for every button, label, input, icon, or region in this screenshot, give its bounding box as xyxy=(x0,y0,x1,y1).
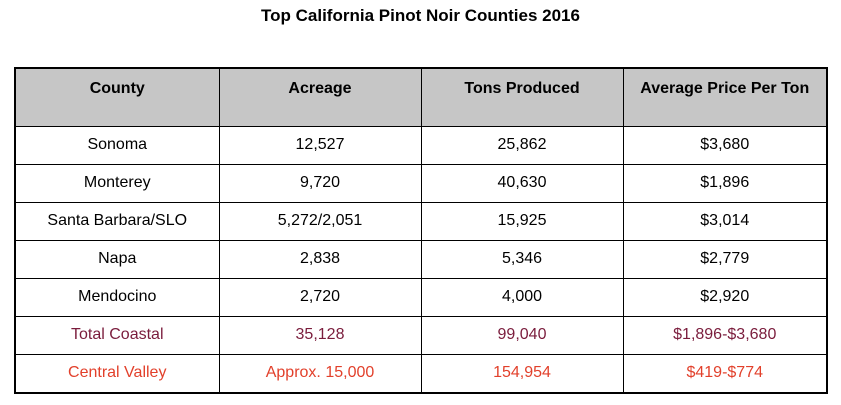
table-row: Santa Barbara/SLO 5,272/2,051 15,925 $3,014 xyxy=(14,201,828,241)
table-row: Monterey 9,720 40,630 $1,896 xyxy=(14,163,828,203)
table-cell: $419-$774 xyxy=(622,353,828,393)
table-cell: Total Coastal xyxy=(14,315,220,355)
table-cell: 5,346 xyxy=(420,239,624,279)
header-cell: County xyxy=(14,67,220,127)
table-cell: Central Valley xyxy=(14,353,220,393)
table-cell: 4,000 xyxy=(420,277,624,317)
table-cell: Approx. 15,000 xyxy=(218,353,422,393)
table-cell: 154,954 xyxy=(420,353,624,393)
header-cell: Tons Produced xyxy=(420,67,624,127)
table-cell: $2,920 xyxy=(622,277,828,317)
table-cell: Monterey xyxy=(14,163,220,203)
table-row: Central Valley Approx. 15,000 154,954 $419-… xyxy=(14,353,828,393)
title: Top California Pinot Noir Counties 2016 xyxy=(261,6,580,25)
table-cell: Sonoma xyxy=(14,125,220,165)
table-row: Mendocino 2,720 4,000 $2,920 xyxy=(14,277,828,317)
table-cell: 99,040 xyxy=(420,315,624,355)
table-cell: $1,896 xyxy=(622,163,828,203)
table-row: Total Coastal 35,128 99,040 $1,896-$3,680 xyxy=(14,315,828,355)
header-row: County Acreage Tons Produced Average Pri… xyxy=(14,67,828,127)
table-cell: $3,680 xyxy=(622,125,828,165)
table-cell: 9,720 xyxy=(218,163,422,203)
table-row: Napa 2,838 5,346 $2,779 xyxy=(14,239,828,279)
table-cell: 2,720 xyxy=(218,277,422,317)
header-cell: Acreage xyxy=(218,67,422,127)
table-cell: Napa xyxy=(14,239,220,279)
table-cell: $3,014 xyxy=(622,201,828,241)
table-cell: 2,838 xyxy=(218,239,422,279)
table-cell: Santa Barbara/SLO xyxy=(14,201,220,241)
header-cell: Average Price Per Ton xyxy=(622,67,828,127)
table-cell: 35,128 xyxy=(218,315,422,355)
table-cell: 15,925 xyxy=(420,201,624,241)
table-body: Sonoma 12,527 25,862 $3,680 Monterey 9,720 40,… xyxy=(14,125,828,393)
table-cell: 40,630 xyxy=(420,163,624,203)
table-cell: 5,272/2,051 xyxy=(218,201,422,241)
table-cell: 25,862 xyxy=(420,125,624,165)
table-cell: $2,779 xyxy=(622,239,828,279)
table-cell: Mendocino xyxy=(14,277,220,317)
table-cell: $1,896-$3,680 xyxy=(622,315,828,355)
table: County Acreage Tons Produced Average Pri… xyxy=(14,67,828,394)
table-cell: 12,527 xyxy=(218,125,422,165)
table-row: Sonoma 12,527 25,862 $3,680 xyxy=(14,125,828,165)
